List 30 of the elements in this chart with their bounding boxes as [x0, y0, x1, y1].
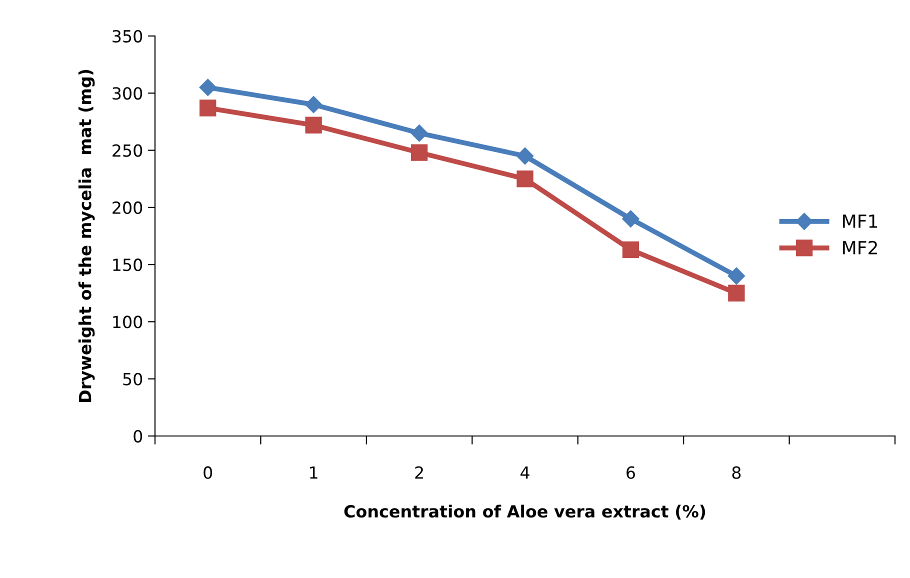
- y-tick-label: 100: [113, 316, 142, 328]
- y-tick-label: 0: [134, 430, 142, 443]
- point: [728, 284, 745, 302]
- x-tick-label: 1: [310, 466, 318, 479]
- y-tick-label: 300: [112, 87, 142, 100]
- legend-label: MF1: [843, 214, 878, 228]
- x-tick-label: 0: [204, 466, 212, 479]
- y-tick-label: 350: [112, 30, 142, 43]
- point: [305, 116, 322, 134]
- point: [516, 170, 534, 188]
- y-tick-label: 150: [113, 258, 142, 272]
- x-axis-title: Concentration of Aloe vera extract (%): [344, 504, 706, 520]
- point: [728, 267, 745, 285]
- y-axis-title: Dryweight of the mycelia mat (mg): [78, 70, 95, 402]
- x-tick-label: 8: [732, 466, 741, 479]
- y-tick-label: 200: [112, 201, 142, 214]
- point: [622, 210, 640, 228]
- point: [410, 124, 428, 142]
- x-tick-label: 2: [415, 466, 423, 479]
- legend-label: MF2: [843, 240, 877, 254]
- y-tick-label: 250: [112, 144, 142, 157]
- point: [305, 96, 322, 114]
- x-tick-label: 6: [626, 466, 635, 479]
- point: [200, 100, 216, 116]
- point: [622, 241, 640, 258]
- y-tick-label: 50: [123, 372, 142, 386]
- point: [516, 147, 534, 165]
- point: [410, 144, 428, 161]
- x-tick-label: 4: [520, 466, 530, 479]
- point: [199, 78, 216, 96]
